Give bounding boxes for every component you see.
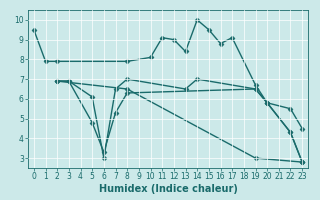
X-axis label: Humidex (Indice chaleur): Humidex (Indice chaleur) [99, 184, 237, 194]
